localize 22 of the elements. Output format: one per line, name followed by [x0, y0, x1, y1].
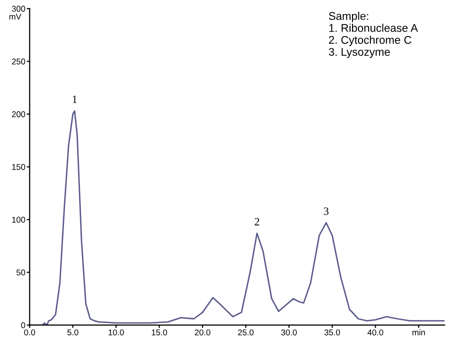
annotation: 2 [254, 218, 260, 226]
x-tick-label: 35.0 [324, 329, 340, 336]
x-tick-label: 25.0 [238, 329, 254, 336]
annotation: Sample: 1. Ribonuclease A 2. Cytochrome C 3. Lysozyme [328, 12, 418, 58]
annotation: 3 [324, 207, 329, 215]
y-tick-label: 250 [12, 58, 26, 64]
x-tick-label: min [412, 329, 425, 336]
x-tick-label: 20.0 [194, 329, 210, 336]
y-tick-label: 150 [12, 164, 26, 170]
x-tick-label: 15.0 [152, 329, 168, 336]
y-axis-title: mV [9, 14, 22, 20]
y-tick-label: 300 [12, 6, 26, 12]
x-tick-label: 40.0 [368, 329, 384, 336]
annotation: 1 [72, 96, 77, 104]
x-tick-label: 10.0 [108, 329, 124, 336]
x-tick-label: 0.0 [24, 329, 36, 336]
y-tick-label: 100 [12, 216, 26, 223]
x-tick-label: 30.0 [281, 329, 297, 336]
x-tick-label: 5.0 [67, 329, 78, 336]
y-tick-label: 50 [16, 270, 26, 276]
y-tick-label: 0 [21, 322, 26, 328]
y-tick-label: 200 [12, 111, 26, 118]
